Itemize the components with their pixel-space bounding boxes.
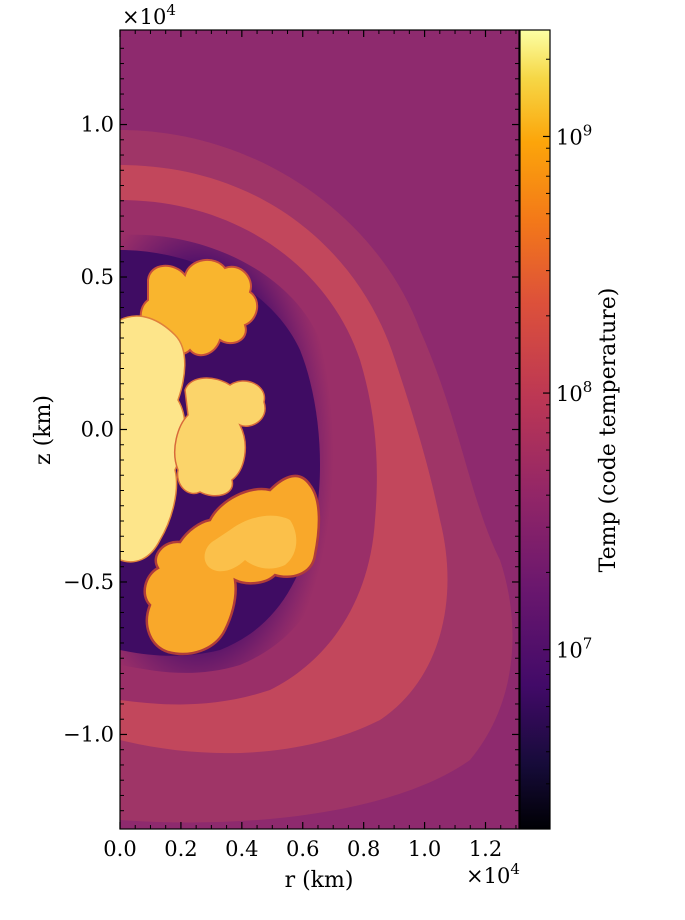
colorbar-label: Temp (code temperature) xyxy=(596,288,621,573)
y-multiplier-exp: 4 xyxy=(166,1,176,19)
colorbar-axis: 107 108 109 xyxy=(543,58,592,830)
x-axis-label: r (km) xyxy=(285,868,354,893)
x-multiplier: ×104 xyxy=(466,860,520,888)
x-multiplier-exp: 4 xyxy=(510,860,520,878)
x-tick-label: 1.0 xyxy=(408,837,441,861)
x-tick-label: 0.4 xyxy=(225,837,258,861)
y-multiplier-base: ×10 xyxy=(122,5,166,29)
x-tick-label: 0.2 xyxy=(164,837,197,861)
x-multiplier-base: ×10 xyxy=(466,864,510,888)
y-tick-label: 0.0 xyxy=(81,418,114,442)
x-tick-label: 0.8 xyxy=(347,837,380,861)
y-axis-label: z (km) xyxy=(31,395,56,465)
colorbar-tick-label: 107 xyxy=(556,635,592,663)
heatmap-image xyxy=(120,30,519,829)
y-tick-label: −0.5 xyxy=(63,570,114,594)
y-axis: −1.0 −0.5 0.0 0.5 1.0 xyxy=(63,47,519,812)
x-axis: 0.0 0.2 0.4 0.6 0.8 1.0 1.2 xyxy=(103,30,517,861)
colorbar-tick-label: 108 xyxy=(556,378,592,406)
x-tick-label: 0.6 xyxy=(286,837,319,861)
colorbar-tick-label: 109 xyxy=(556,121,592,149)
x-tick-label: 0.0 xyxy=(103,837,136,861)
y-tick-label: −1.0 xyxy=(63,722,114,746)
x-tick-label: 1.2 xyxy=(469,837,502,861)
colorbar xyxy=(519,29,551,830)
y-tick-label: 1.0 xyxy=(81,113,114,137)
hot-plumes xyxy=(120,259,321,656)
y-multiplier: ×104 xyxy=(122,1,176,29)
plume-middle xyxy=(174,377,266,497)
plume-lower-core xyxy=(204,515,297,572)
y-tick-label: 0.5 xyxy=(81,265,114,289)
